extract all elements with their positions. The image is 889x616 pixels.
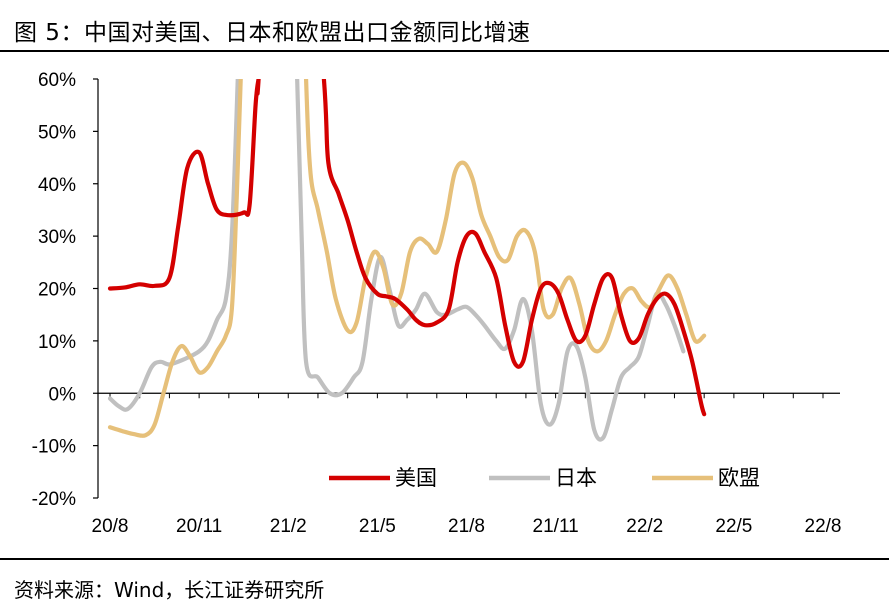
x-tick-label: 21/11 (533, 516, 579, 537)
series-line-欧盟 (107, 79, 707, 438)
y-tick-label: 60% (38, 70, 76, 91)
footer-divider (0, 558, 889, 560)
x-tick-label: 21/2 (270, 516, 307, 537)
legend-label: 日本 (555, 466, 597, 490)
series-group (107, 79, 707, 442)
y-tick-label: 0% (49, 384, 77, 405)
y-tick-label: -20% (32, 489, 76, 510)
y-tick-label: 20% (38, 280, 76, 301)
series-line-日本 (107, 79, 686, 442)
y-tick-label: 40% (38, 175, 76, 196)
title-divider (0, 50, 889, 52)
y-tick-label: 30% (38, 227, 76, 248)
x-tick-label: 21/8 (448, 516, 485, 537)
y-tick-label: 50% (38, 122, 76, 143)
legend-label: 美国 (395, 466, 437, 490)
x-tick-label: 22/5 (715, 516, 752, 537)
x-tick-label: 20/8 (92, 516, 129, 537)
series-line-美国 (107, 79, 707, 417)
x-tick-label: 20/11 (176, 516, 222, 537)
y-tick-label: 10% (38, 332, 76, 353)
source-note: 资料来源：Wind，长江证券研究所 (14, 578, 325, 602)
x-tick-label: 22/2 (626, 516, 663, 537)
legend-label: 欧盟 (718, 466, 760, 490)
figure-title: 图 5：中国对美国、日本和欧盟出口金额同比增速 (14, 20, 531, 46)
x-tick-label: 21/5 (359, 516, 396, 537)
y-tick-label: -10% (32, 437, 76, 458)
x-tick-label: 22/8 (805, 516, 842, 537)
